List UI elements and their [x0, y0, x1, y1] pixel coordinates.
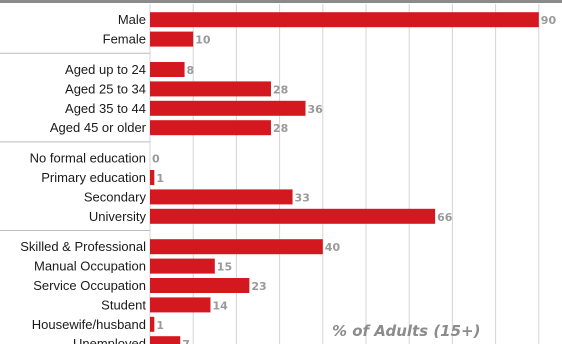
top-border: [0, 0, 562, 3]
category-label: Secondary: [84, 189, 147, 204]
category-label: Aged 35 to 44: [65, 101, 146, 116]
value-label: 23: [251, 280, 266, 293]
value-label: 8: [187, 64, 195, 77]
value-label: 7: [182, 338, 190, 344]
value-label: 33: [295, 191, 310, 204]
category-label: University: [89, 209, 147, 224]
bar: [150, 12, 539, 28]
value-label: 15: [217, 261, 232, 274]
category-label: Housewife/husband: [32, 317, 146, 332]
category-label: Service Occupation: [33, 278, 146, 293]
category-label: Female: [103, 32, 146, 47]
bar: [150, 81, 271, 97]
bar: [150, 120, 271, 136]
bar: [150, 316, 155, 332]
value-label: 10: [195, 34, 211, 47]
bar: [150, 189, 293, 205]
bar: [150, 100, 306, 116]
value-label: 1: [156, 172, 164, 185]
value-label: 14: [212, 299, 228, 312]
category-label: No formal education: [30, 151, 146, 166]
bar: [150, 258, 215, 274]
category-label: Aged 25 to 34: [65, 81, 146, 96]
category-label: Male: [118, 12, 146, 27]
category-label: Primary education: [41, 170, 146, 185]
value-label: 28: [273, 83, 288, 96]
bar: [150, 278, 250, 293]
value-label: 40: [325, 241, 341, 254]
category-label: Unemployed: [73, 336, 146, 344]
category-label: Student: [101, 297, 146, 312]
value-label: 1: [156, 319, 164, 332]
value-label: 36: [308, 103, 324, 116]
category-label: Aged up to 24: [65, 62, 146, 77]
category-label: Skilled & Professional: [20, 239, 146, 254]
bar: [150, 297, 211, 313]
bar: [150, 170, 155, 185]
value-label: 28: [273, 122, 288, 135]
bar: [150, 336, 181, 344]
bar: [150, 208, 436, 224]
category-label: Manual Occupation: [34, 259, 146, 274]
bar: [150, 239, 323, 255]
value-label: 66: [437, 211, 453, 224]
bar: [150, 31, 194, 47]
category-label: Aged 45 or older: [50, 120, 147, 135]
value-label: 90: [541, 14, 557, 27]
x-axis-title: % of Adults (15+): [332, 322, 481, 340]
bar: [150, 62, 185, 77]
value-label: 0: [152, 153, 160, 166]
